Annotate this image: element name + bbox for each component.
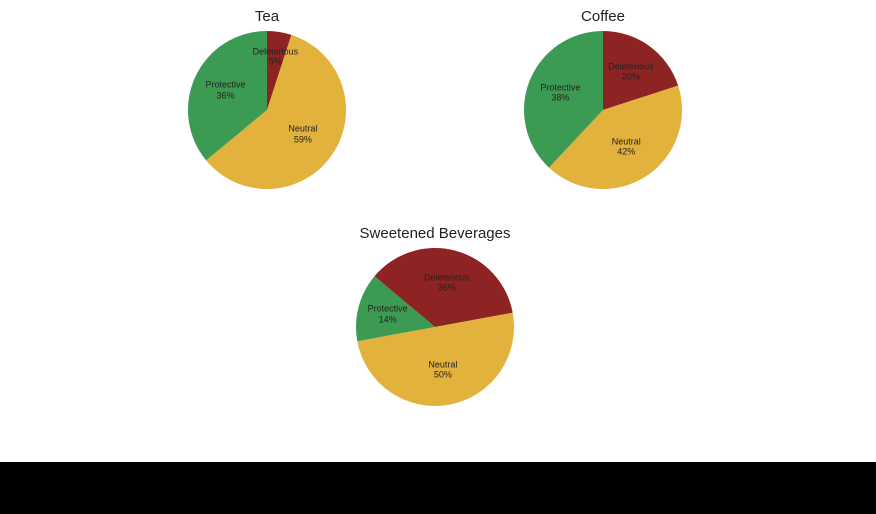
sweetened-chart-title: Sweetened Beverages	[356, 225, 514, 242]
coffee-chart: Coffee Deleterious20%Neutral42%Protective…	[524, 8, 682, 189]
tea-chart-title: Tea	[188, 8, 346, 25]
tea-chart: Tea Deleterious5%Neutral59%Protective36%	[188, 8, 346, 189]
coffee-pie: Deleterious20%Neutral42%Protective38%	[524, 31, 682, 189]
coffee-chart-title: Coffee	[524, 8, 682, 25]
sweetened-pie: Deleterious36%Neutral50%Protective14%	[356, 248, 514, 406]
sweetened-chart: Sweetened Beverages Deleterious36%Neutral…	[356, 225, 514, 406]
tea-pie: Deleterious5%Neutral59%Protective36%	[188, 31, 346, 189]
footer-bar	[0, 462, 876, 514]
